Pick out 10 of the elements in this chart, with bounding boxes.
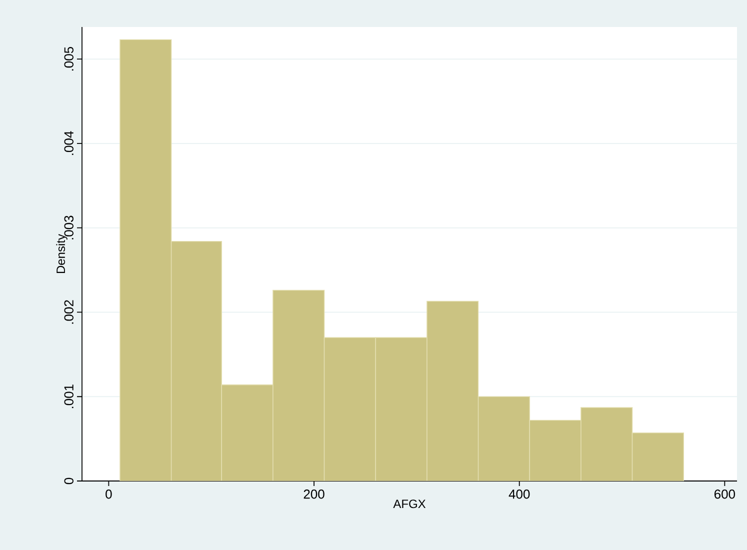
y-tick-label: .005	[64, 46, 74, 71]
x-tick-label: 600	[714, 490, 736, 499]
x-tick-label: 0	[106, 490, 112, 499]
y-tick-label: .001	[64, 384, 74, 408]
y-tick-label: .004	[64, 131, 74, 155]
y-tick-label: .002	[64, 300, 74, 324]
x-tick-label: 400	[508, 490, 530, 499]
x-tick-label: 200	[304, 490, 324, 499]
x-axis-title: AFGX	[393, 500, 426, 508]
y-tick-label: 0	[64, 478, 74, 484]
